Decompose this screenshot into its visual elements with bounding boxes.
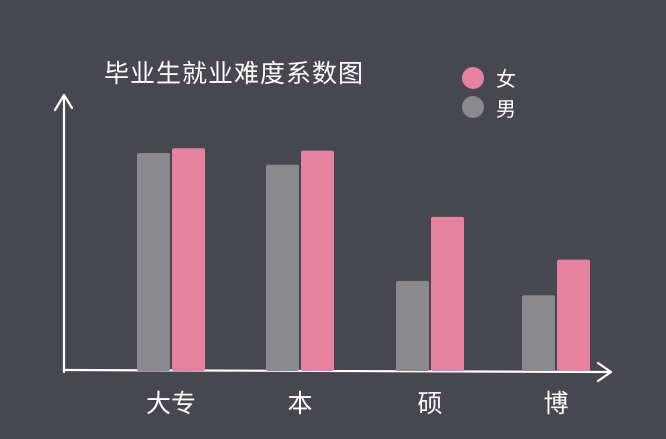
bar-male [396,280,429,371]
legend-swatch-female [462,67,484,89]
legend-swatch-male [462,96,484,118]
bar-male [522,295,555,371]
y-axis-arrow [53,93,74,112]
bar-female [431,216,464,371]
bar-male [266,164,299,371]
bar-female [301,150,334,371]
legend-label: 女 [496,67,516,91]
chart-title: 毕业生就业难度系数图 [104,59,364,88]
category-labels: 大专 本 硕 博 [146,389,569,418]
category-label: 本 [287,389,312,418]
legend-item: 男 [462,96,516,121]
x-axis-arrow [596,361,613,383]
legend: 女 男 [462,67,516,121]
category-label: 大专 [146,389,196,418]
legend-label: 男 [496,97,516,121]
bar-female [172,148,205,371]
bars [137,148,590,371]
legend-item: 女 [462,67,516,91]
bar-male [137,153,170,371]
bar-female [557,259,590,371]
category-label: 博 [543,389,568,418]
category-label: 硕 [417,389,442,418]
